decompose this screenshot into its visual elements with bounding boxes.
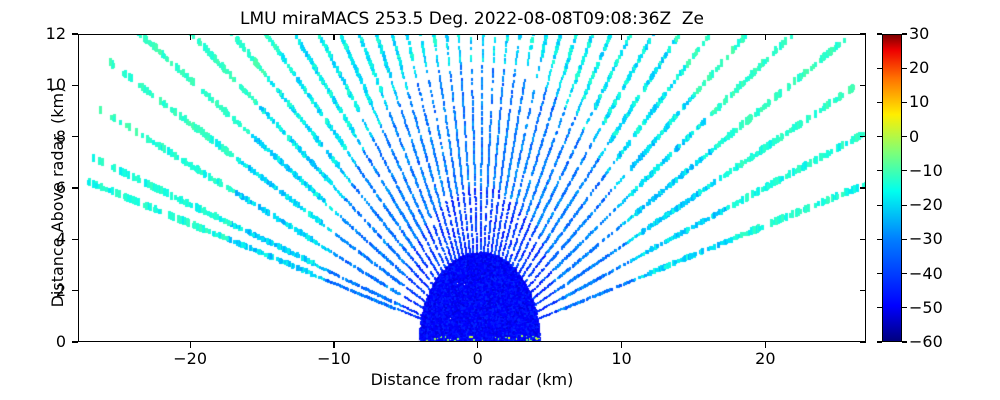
colorbar-tick-mark bbox=[902, 238, 907, 240]
colorbar-tick-mark bbox=[902, 273, 907, 275]
colorbar-tick-mark-inner bbox=[877, 136, 882, 138]
colorbar-tick-label: 0 bbox=[909, 126, 920, 146]
colorbar-tick-label: 30 bbox=[909, 24, 930, 43]
x-tick-mark bbox=[189, 342, 191, 348]
y-tick-mark bbox=[72, 33, 78, 35]
colorbar-tick-mark bbox=[902, 341, 907, 343]
x-tick-mark-top bbox=[333, 34, 335, 40]
colorbar-tick-label: −20 bbox=[909, 195, 943, 215]
x-tick-label: 10 bbox=[611, 349, 632, 368]
colorbar-tick-mark-inner bbox=[877, 170, 882, 172]
y-tick-label: 12 bbox=[45, 24, 66, 43]
colorbar-tick-mark-inner bbox=[877, 307, 882, 309]
x-tick-mark-top bbox=[477, 34, 479, 40]
x-axis-label: Distance from radar (km) bbox=[370, 370, 574, 389]
colorbar-tick-mark bbox=[902, 136, 907, 138]
x-tick-mark bbox=[477, 342, 479, 348]
colorbar-tick-mark bbox=[902, 33, 907, 35]
x-tick-label: −10 bbox=[317, 349, 351, 368]
y-tick-mark-right bbox=[860, 238, 866, 240]
x-tick-label: −20 bbox=[173, 349, 208, 368]
y-tick-label: 8 bbox=[55, 126, 66, 146]
colorbar-tick-mark-inner bbox=[877, 204, 882, 206]
colorbar-tick-mark-inner bbox=[877, 273, 882, 275]
y-tick-mark bbox=[72, 187, 78, 189]
colorbar-tick-mark-inner bbox=[877, 101, 882, 103]
y-tick-label: 6 bbox=[55, 178, 66, 197]
x-tick-mark bbox=[764, 342, 766, 348]
colorbar-gradient bbox=[882, 34, 902, 342]
colorbar-tick-mark-inner bbox=[877, 238, 882, 240]
x-tick-mark-top bbox=[764, 34, 766, 40]
colorbar-tick-mark-inner bbox=[877, 33, 882, 35]
x-tick-mark-top bbox=[189, 34, 191, 40]
colorbar-tick-label: −60 bbox=[909, 332, 943, 351]
page-title: LMU miraMACS 253.5 Deg. 2022-08-08T09:08… bbox=[239, 9, 705, 29]
y-tick-mark-right bbox=[860, 290, 866, 292]
x-tick-mark bbox=[620, 342, 623, 348]
x-tick-label: 0 bbox=[472, 349, 483, 368]
colorbar-tick-label: −50 bbox=[909, 297, 943, 317]
radar-reflectivity-scatter bbox=[79, 35, 865, 341]
colorbar-tick-label: −10 bbox=[909, 160, 943, 180]
y-tick-mark-right bbox=[860, 187, 866, 189]
x-tick-mark bbox=[333, 342, 335, 348]
colorbar-tick-mark-inner bbox=[877, 341, 882, 343]
y-tick-label: 0 bbox=[55, 332, 66, 351]
y-tick-label: 2 bbox=[55, 280, 66, 300]
y-axis-label: Distance Above radar (km) bbox=[48, 86, 67, 308]
y-tick-mark-right bbox=[860, 84, 866, 86]
y-tick-label: 4 bbox=[55, 229, 66, 249]
colorbar-tick-label: −40 bbox=[909, 263, 943, 283]
y-tick-mark bbox=[72, 84, 78, 86]
colorbar-tick-mark bbox=[902, 204, 907, 206]
colorbar-tick-mark bbox=[902, 170, 907, 172]
y-tick-mark bbox=[72, 238, 78, 240]
colorbar-tick-mark-inner bbox=[877, 67, 882, 69]
y-tick-mark bbox=[72, 341, 78, 343]
y-tick-mark-right bbox=[860, 136, 866, 138]
y-tick-mark bbox=[72, 290, 78, 292]
colorbar-tick-mark bbox=[902, 67, 907, 69]
colorbar-tick-mark bbox=[902, 101, 907, 103]
colorbar-tick-label: 20 bbox=[909, 58, 930, 78]
y-tick-mark bbox=[72, 136, 78, 138]
colorbar-tick-mark bbox=[902, 307, 907, 309]
colorbar-tick-label: −30 bbox=[909, 229, 943, 249]
y-tick-mark-right bbox=[860, 33, 866, 35]
plot-axes bbox=[78, 34, 866, 342]
x-tick-label: 20 bbox=[755, 349, 776, 368]
colorbar-tick-label: 10 bbox=[909, 92, 930, 112]
y-tick-label: 10 bbox=[45, 75, 66, 95]
x-tick-mark-top bbox=[620, 34, 623, 40]
y-tick-mark-right bbox=[860, 341, 866, 343]
